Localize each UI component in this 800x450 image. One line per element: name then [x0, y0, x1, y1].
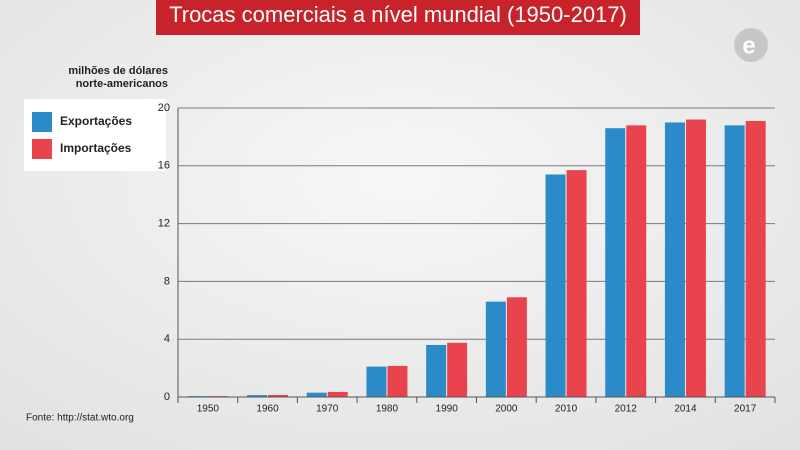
- y-axis-label: milhões de dólares: [68, 65, 168, 77]
- legend-label: Exportações: [60, 114, 132, 128]
- bar: [506, 297, 527, 397]
- x-tick-label: 2017: [734, 404, 757, 415]
- bar: [605, 128, 626, 398]
- bar: [268, 394, 289, 397]
- y-tick-label: 16: [158, 160, 170, 172]
- bar: [426, 344, 447, 397]
- bar: [626, 125, 647, 397]
- x-tick-label: 2000: [495, 404, 518, 415]
- bar: [387, 365, 408, 397]
- y-axis-label: norte-americanos: [76, 78, 168, 90]
- legend-box: [24, 99, 166, 171]
- bar: [485, 301, 506, 397]
- legend-swatch: [32, 112, 52, 132]
- x-tick-label: 1980: [376, 404, 399, 415]
- logo: e: [742, 32, 755, 59]
- x-tick-label: 1990: [436, 404, 459, 415]
- y-tick-label: 0: [164, 391, 170, 403]
- bar: [545, 174, 566, 397]
- bar: [366, 366, 387, 397]
- legend-label: Importações: [60, 141, 132, 155]
- bar: [745, 121, 766, 397]
- x-tick-label: 2010: [555, 404, 578, 415]
- bar: [306, 392, 327, 397]
- bar: [247, 395, 268, 397]
- y-tick-label: 4: [164, 333, 170, 345]
- bar: [664, 122, 685, 397]
- bar: [566, 170, 587, 397]
- y-tick-label: 12: [158, 218, 170, 230]
- x-tick-label: 1960: [256, 404, 279, 415]
- source-note: Fonte: http://stat.wto.org: [26, 413, 134, 424]
- bar: [685, 119, 706, 397]
- y-tick-label: 8: [164, 275, 170, 287]
- x-tick-label: 2014: [674, 404, 697, 415]
- bar: [724, 125, 745, 397]
- title-banner: [156, 0, 640, 35]
- x-tick-label: 1970: [316, 404, 339, 415]
- bar: [327, 391, 348, 397]
- x-tick-label: 2012: [615, 404, 638, 415]
- legend-swatch: [32, 139, 52, 159]
- chart-title: Trocas comerciais a nível mundial (1950-…: [169, 2, 627, 27]
- y-tick-label: 20: [158, 102, 170, 114]
- x-tick-label: 1950: [197, 404, 220, 415]
- bar: [447, 342, 468, 397]
- logo-badge: [734, 28, 768, 62]
